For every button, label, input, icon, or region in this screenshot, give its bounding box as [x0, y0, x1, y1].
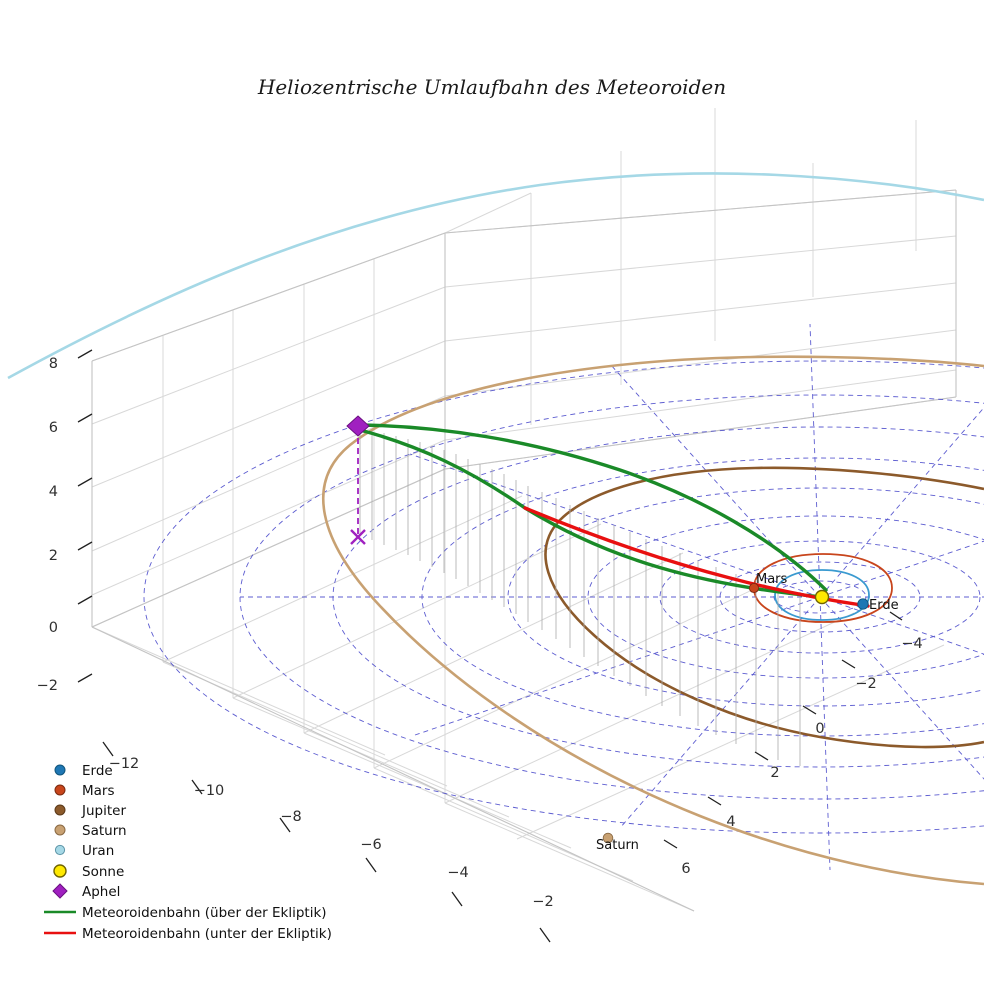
pane-left-wall [91, 232, 446, 803]
legend-marker-1 [54, 784, 66, 796]
legend-label-sonne[interactable]: Sonne [82, 864, 124, 880]
y-tick-label-3: 2 [770, 765, 779, 781]
legend-label-aphel[interactable]: Aphel [82, 884, 120, 900]
sonne-marker [814, 589, 830, 605]
x-tick-label-4: −4 [447, 865, 468, 881]
x-tick-marks [102, 741, 551, 943]
z-tick-marks [77, 349, 93, 683]
erde-marker [857, 598, 869, 610]
z-tick-label-0: 8 [49, 356, 58, 372]
legend-label-bahn-ueber[interactable]: Meteoroidenbahn (über der Ekliptik) [82, 905, 327, 921]
x-tick-label-0: −12 [109, 756, 140, 772]
legend-label-erde[interactable]: Erde [82, 763, 113, 779]
legend-label-saturn[interactable]: Saturn [82, 823, 127, 839]
legend-marker-5 [53, 864, 67, 878]
legend-label-jupiter[interactable]: Jupiter [81, 803, 126, 819]
legend[interactable]: Erde Mars Jupiter Saturn Uran Sonne Aphe… [44, 763, 332, 942]
z-tick-label-4: 0 [49, 620, 58, 636]
orbit-jupiter [544, 466, 984, 749]
y-tick-label-2: 0 [815, 721, 824, 737]
trajectory-below-ecliptic [523, 506, 870, 608]
planet-orbits [7, 172, 984, 886]
legend-label-uran[interactable]: Uran [82, 843, 114, 859]
legend-marker-6 [52, 883, 68, 899]
trajectory-above-ecliptic-inner [358, 428, 824, 599]
aphel-projection-x [350, 529, 366, 545]
legend-marker-3 [54, 824, 66, 836]
x-axis: −12 −10 −8 −6 −4 −2 [102, 741, 554, 943]
pane-floor [91, 468, 945, 912]
legend-marker-4 [54, 844, 66, 856]
trajectory-drop-lines [359, 430, 801, 766]
saturn-marker [602, 832, 614, 844]
y-tick-label-5: 6 [681, 861, 690, 877]
saturn-label: Saturn [596, 838, 639, 853]
legend-label-bahn-unter[interactable]: Meteoroidenbahn (unter der Ekliptik) [82, 926, 332, 942]
orbit-saturn [321, 355, 984, 886]
trajectory-above-ecliptic [357, 423, 828, 592]
x-tick-label-5: −2 [532, 894, 553, 910]
orbit-uran [7, 172, 984, 380]
y-tick-marks [663, 611, 903, 849]
z-tick-label-1: 6 [49, 420, 58, 436]
y-tick-label-0: −4 [901, 636, 922, 652]
y-axis: −4 −2 0 2 4 6 [663, 611, 923, 877]
ecliptic-polar-grid [143, 323, 984, 871]
aphel-marker-diamond [346, 415, 370, 437]
legend-marker-2 [54, 804, 66, 816]
z-tick-label-2: 4 [49, 484, 58, 500]
z-axis: 8 6 4 2 0 −2 [37, 349, 93, 694]
z-tick-label-3: 2 [49, 548, 58, 564]
x-tick-label-3: −6 [360, 837, 381, 853]
mars-marker [748, 582, 760, 594]
x-tick-label-2: −8 [280, 809, 301, 825]
x-tick-label-1: −10 [194, 783, 225, 799]
aphelion-group [346, 415, 370, 545]
pane-right-wall [444, 108, 957, 470]
legend-label-mars[interactable]: Mars [82, 783, 115, 799]
body-labels: Mars Erde Saturn [596, 572, 899, 853]
axes-panes [91, 108, 957, 912]
erde-label: Erde [869, 598, 899, 613]
meteoroid-trajectory [357, 423, 870, 608]
body-markers [602, 582, 869, 844]
z-tick-label-5: −2 [37, 678, 58, 694]
page-title: Heliozentrische Umlaufbahn des Meteoroid… [257, 75, 726, 99]
mars-label: Mars [756, 572, 788, 587]
y-tick-label-4: 4 [726, 814, 735, 830]
legend-marker-0 [54, 764, 66, 776]
y-tick-label-1: −2 [855, 676, 876, 692]
